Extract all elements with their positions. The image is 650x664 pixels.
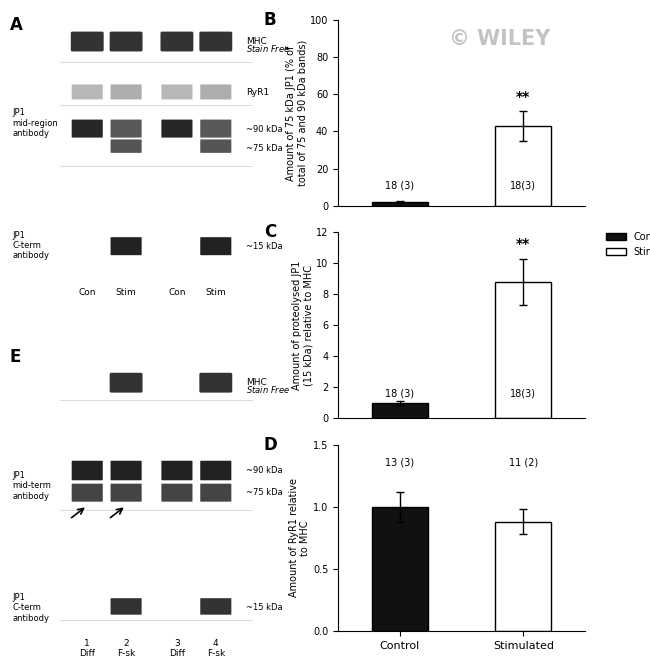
- Text: 18(3): 18(3): [510, 181, 536, 191]
- Text: © WILEY: © WILEY: [449, 29, 551, 49]
- FancyBboxPatch shape: [200, 237, 231, 255]
- Text: **: **: [516, 237, 530, 251]
- FancyBboxPatch shape: [161, 84, 192, 100]
- Text: D: D: [264, 436, 278, 454]
- Text: 3
Diff: 3 Diff: [169, 639, 185, 658]
- Text: Con: Con: [168, 288, 186, 297]
- Text: Con: Con: [79, 288, 96, 297]
- Text: Stim: Stim: [116, 288, 136, 297]
- Text: MHC: MHC: [246, 378, 266, 387]
- FancyBboxPatch shape: [200, 139, 231, 153]
- FancyBboxPatch shape: [111, 483, 142, 502]
- Text: JP1
C-term
antibody: JP1 C-term antibody: [12, 593, 49, 623]
- Text: 13 (3): 13 (3): [385, 457, 414, 467]
- Text: $\it{Stain\ Free}$: $\it{Stain\ Free}$: [246, 384, 290, 395]
- FancyBboxPatch shape: [110, 373, 142, 392]
- FancyBboxPatch shape: [71, 32, 104, 52]
- Text: E: E: [10, 349, 21, 367]
- FancyBboxPatch shape: [161, 483, 192, 502]
- Bar: [372, 202, 428, 206]
- FancyBboxPatch shape: [200, 598, 231, 615]
- FancyBboxPatch shape: [111, 84, 142, 100]
- Text: Stim: Stim: [205, 288, 226, 297]
- Text: JP1
mid-term
antibody: JP1 mid-term antibody: [12, 471, 51, 501]
- FancyBboxPatch shape: [111, 598, 142, 615]
- FancyBboxPatch shape: [200, 483, 231, 502]
- FancyBboxPatch shape: [161, 120, 192, 137]
- FancyBboxPatch shape: [111, 139, 142, 153]
- Text: ~90 kDa: ~90 kDa: [246, 466, 282, 475]
- Text: ~75 kDa: ~75 kDa: [246, 144, 283, 153]
- Text: MHC: MHC: [246, 37, 266, 46]
- Text: JP1
mid-region
antibody: JP1 mid-region antibody: [12, 108, 58, 138]
- FancyBboxPatch shape: [161, 32, 194, 52]
- Text: 18 (3): 18 (3): [385, 181, 414, 191]
- Text: ~75 kDa: ~75 kDa: [246, 488, 283, 497]
- FancyBboxPatch shape: [111, 237, 142, 255]
- FancyBboxPatch shape: [72, 461, 103, 480]
- Text: 18(3): 18(3): [510, 388, 536, 398]
- FancyBboxPatch shape: [72, 84, 103, 100]
- Text: ~15 kDa: ~15 kDa: [246, 602, 282, 612]
- Text: 18 (3): 18 (3): [385, 388, 414, 398]
- FancyBboxPatch shape: [111, 120, 142, 137]
- FancyBboxPatch shape: [161, 461, 192, 480]
- FancyBboxPatch shape: [72, 483, 103, 502]
- Y-axis label: Amount of proteolysed JP1
(15 kDa) relative to MHC: Amount of proteolysed JP1 (15 kDa) relat…: [291, 261, 313, 390]
- FancyBboxPatch shape: [200, 32, 232, 52]
- Text: A: A: [10, 17, 22, 35]
- Text: B: B: [264, 11, 276, 29]
- Text: ~90 kDa: ~90 kDa: [246, 125, 282, 134]
- Text: RyR1: RyR1: [246, 88, 269, 96]
- Bar: [372, 403, 428, 418]
- Bar: [495, 126, 551, 206]
- Text: 4
F-sk: 4 F-sk: [207, 639, 225, 658]
- FancyBboxPatch shape: [200, 84, 231, 100]
- FancyBboxPatch shape: [200, 373, 232, 392]
- Bar: [372, 507, 428, 631]
- Text: $\it{Stain\ Free}$: $\it{Stain\ Free}$: [246, 43, 290, 54]
- Text: C: C: [264, 223, 276, 241]
- FancyBboxPatch shape: [72, 120, 103, 137]
- Bar: [495, 522, 551, 631]
- FancyBboxPatch shape: [111, 461, 142, 480]
- Text: ~15 kDa: ~15 kDa: [246, 242, 282, 251]
- Legend: Control, Stimulated: Control, Stimulated: [602, 228, 650, 260]
- FancyBboxPatch shape: [200, 461, 231, 480]
- FancyBboxPatch shape: [110, 32, 142, 52]
- Text: 2
F-sk: 2 F-sk: [117, 639, 135, 658]
- Y-axis label: Amount of RyR1 relative
to MHC: Amount of RyR1 relative to MHC: [289, 478, 310, 598]
- FancyBboxPatch shape: [200, 120, 231, 137]
- Text: 1
Diff: 1 Diff: [79, 639, 96, 658]
- Text: JP1
C-term
antibody: JP1 C-term antibody: [12, 230, 49, 260]
- Y-axis label: Amount of 75 kDa JP1 (% of
total of 75 and 90 kDa bands): Amount of 75 kDa JP1 (% of total of 75 a…: [285, 40, 307, 186]
- Bar: [495, 282, 551, 418]
- Text: 11 (2): 11 (2): [508, 457, 538, 467]
- Text: **: **: [516, 90, 530, 104]
